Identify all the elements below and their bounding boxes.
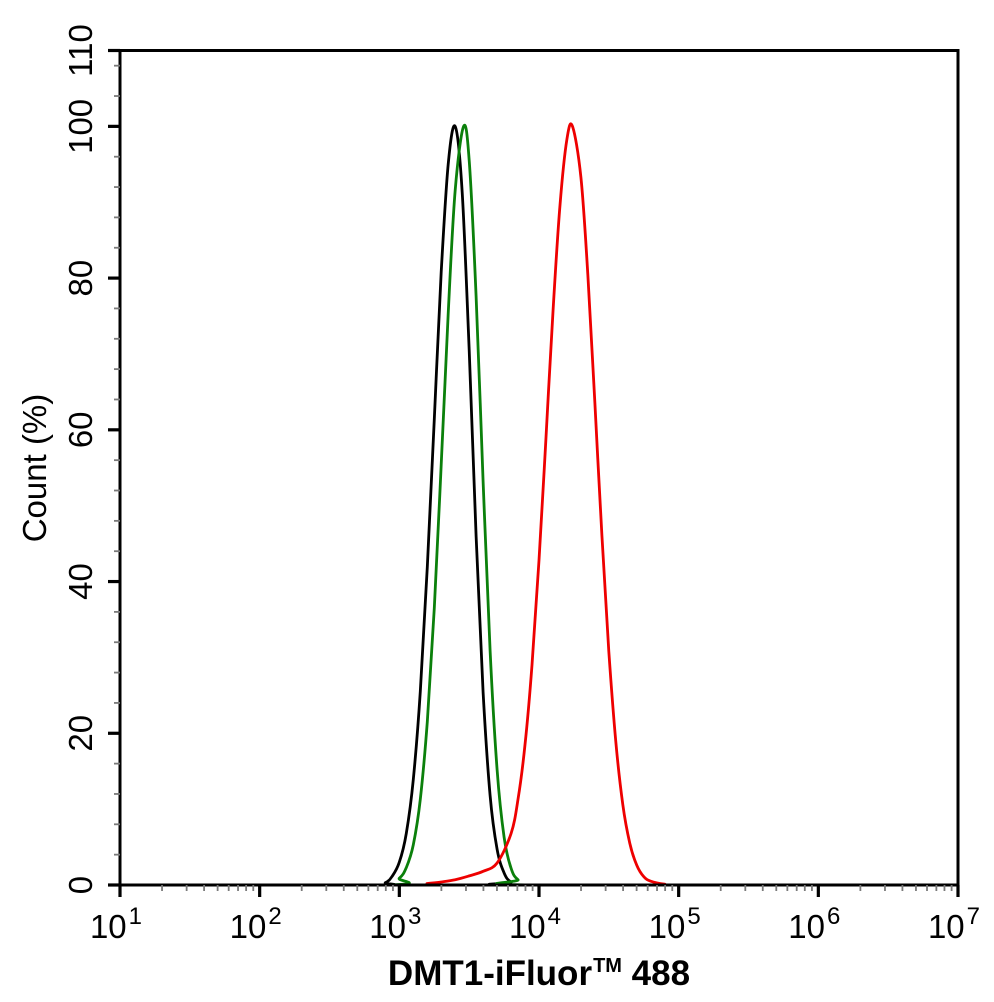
y-tick-label: 80 [62, 260, 99, 297]
x-tick-label: 106 [788, 903, 840, 945]
x-tick-label: 102 [230, 903, 282, 945]
y-tick-label: 20 [62, 715, 99, 752]
labels-layer: Count (%) DMT1-iFluorTM 488 [16, 394, 690, 993]
y-tick-label: 100 [62, 99, 99, 154]
y-axis-title: Count (%) [16, 394, 53, 543]
y-tick-label: 40 [62, 563, 99, 600]
curve-green-curve [118, 123, 960, 887]
curve-red-curve [118, 122, 960, 887]
plot-frame [118, 49, 960, 887]
curve-black-curve [118, 124, 960, 887]
x-tick-label: 101 [90, 903, 142, 945]
x-tick-label: 104 [509, 903, 561, 945]
y-tick-label: 0 [62, 876, 99, 894]
y-tick-label: 60 [62, 411, 99, 448]
x-axis-title: DMT1-iFluorTM 488 [388, 954, 690, 993]
curves-layer [118, 122, 960, 887]
x-tick-label: 105 [649, 903, 701, 945]
x-tick-label: 103 [369, 903, 421, 945]
x-tick-label: 107 [928, 903, 980, 945]
y-tick-label: 110 [62, 24, 99, 77]
axes-layer: 0 20 40 60 80 100 110 101 102 103 104 105 106 107 [62, 24, 980, 945]
